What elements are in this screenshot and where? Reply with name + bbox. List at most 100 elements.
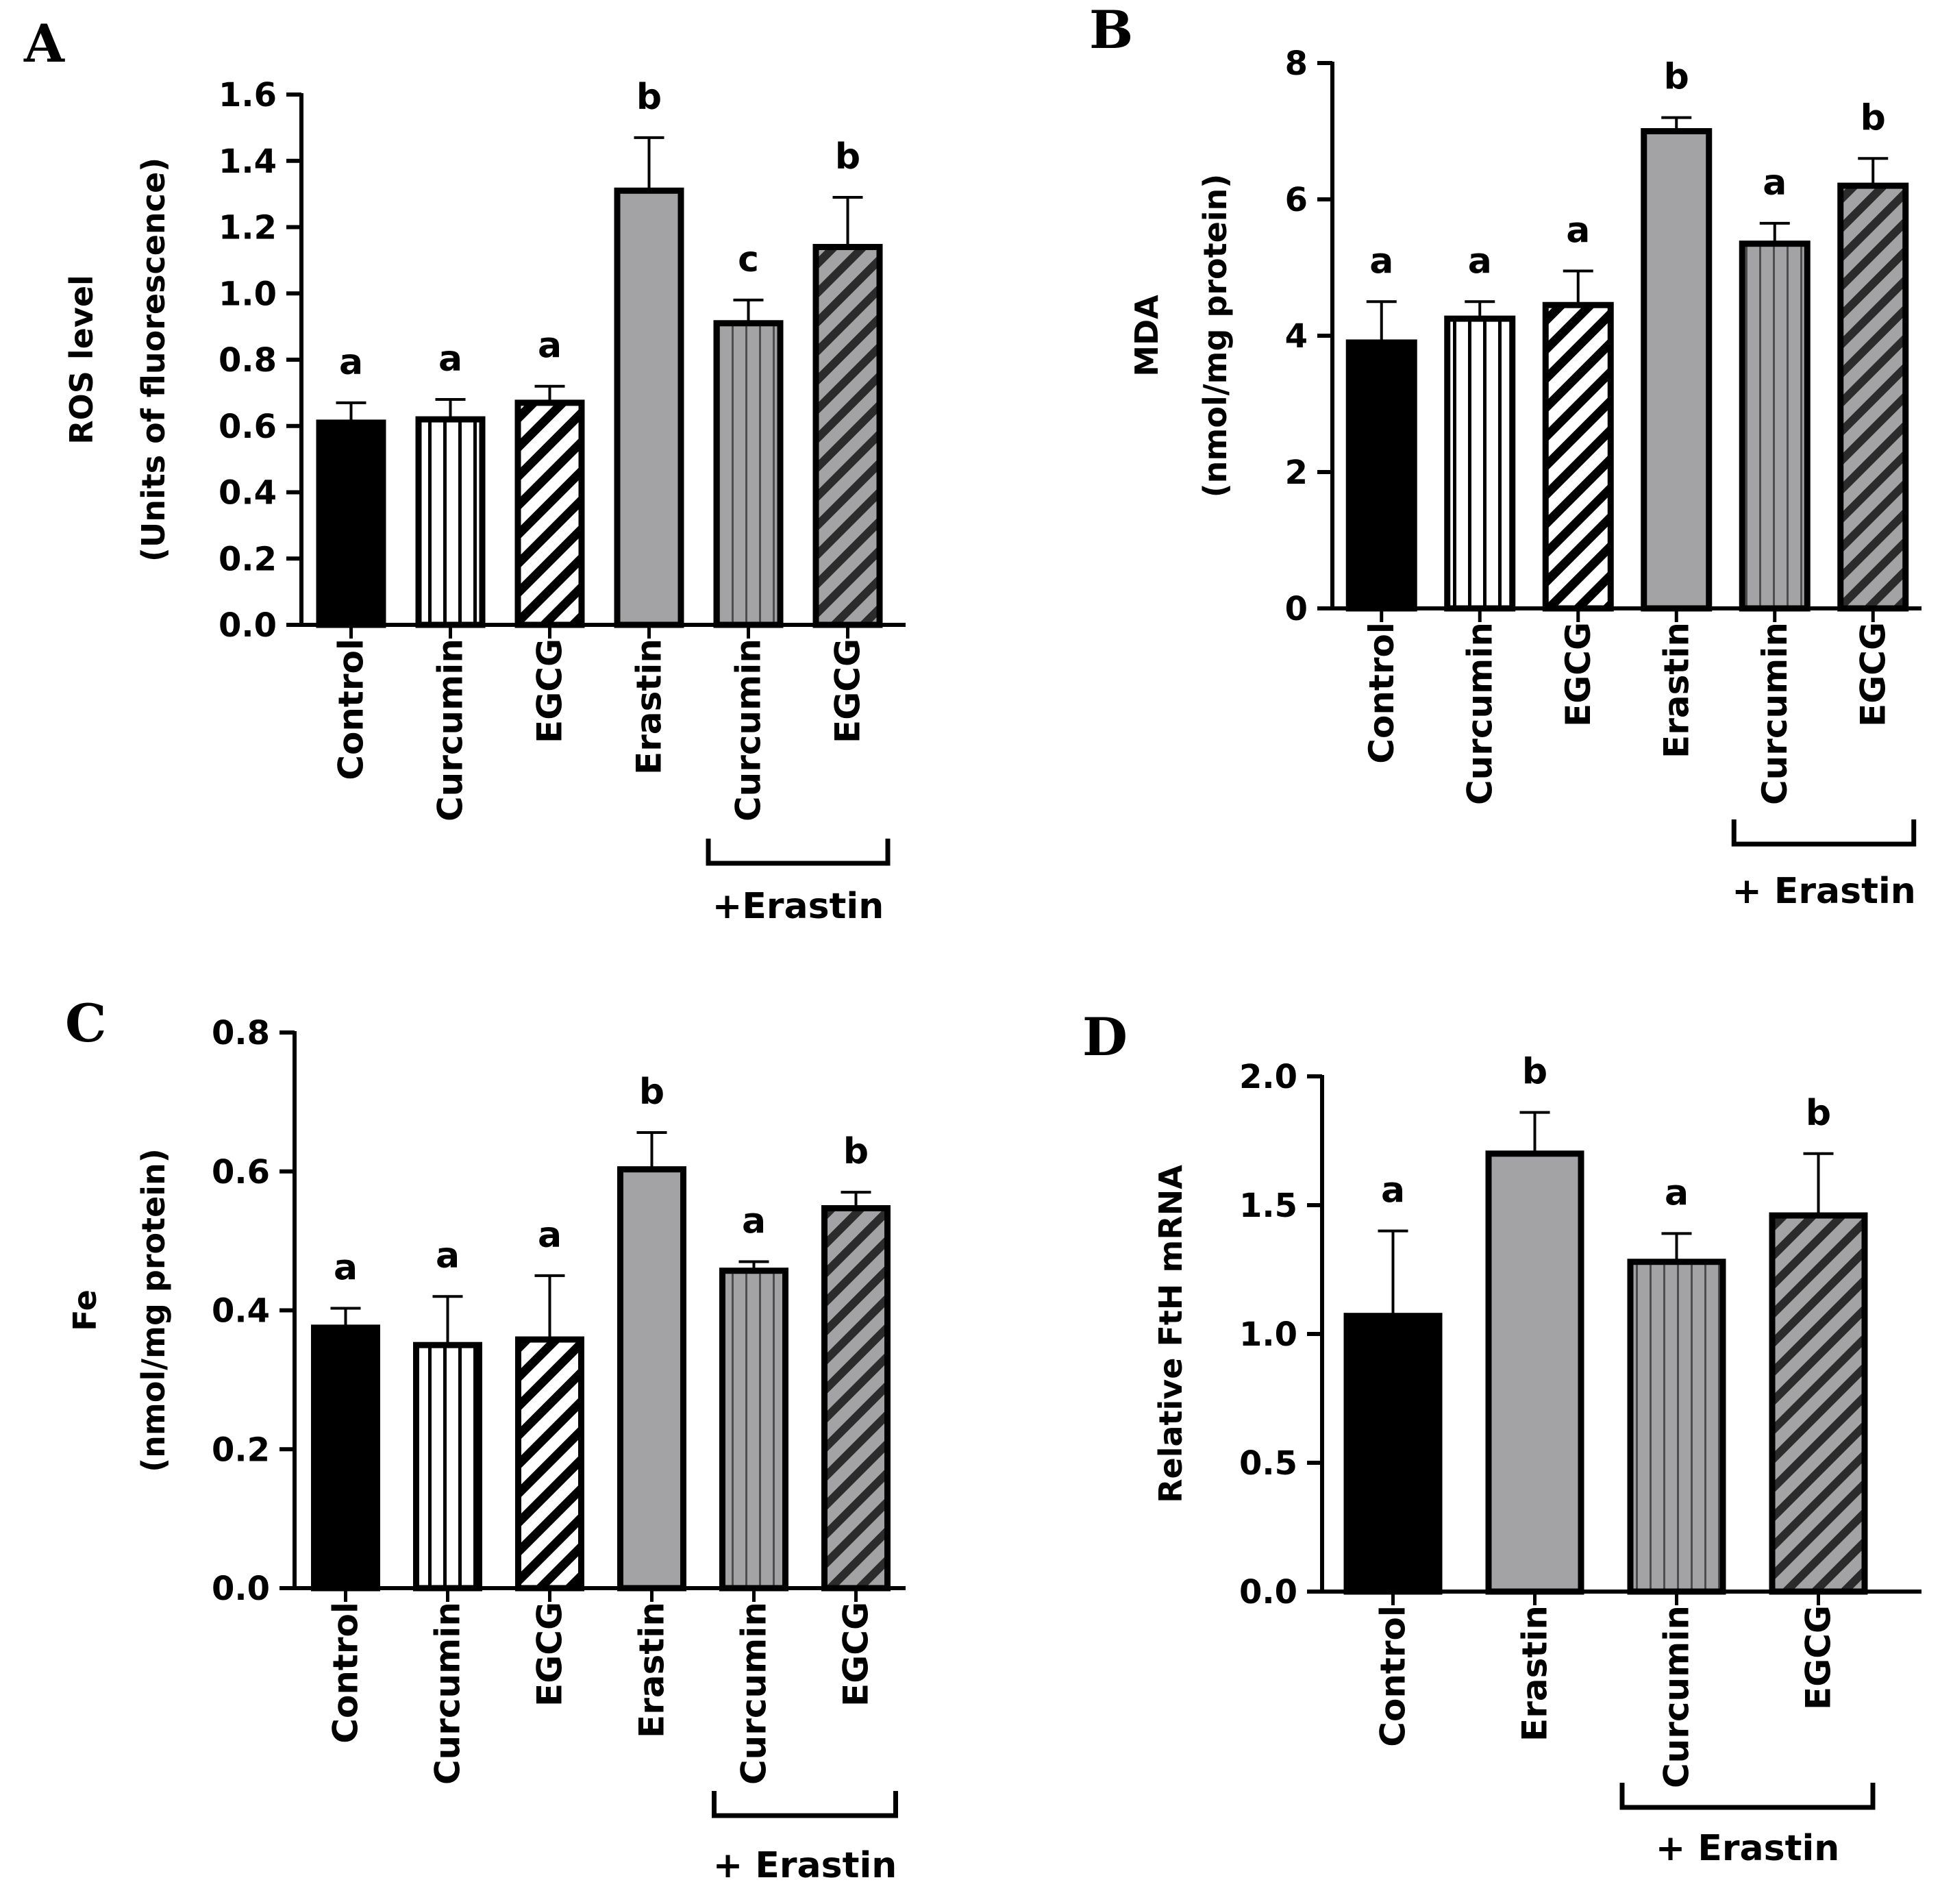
panel-a-category-label-1: Control bbox=[332, 639, 371, 780]
panel-a-bar-6-egcg bbox=[812, 244, 883, 628]
panel-c-bar-3-egcg bbox=[515, 1336, 584, 1592]
panel-c-bar-1-control bbox=[311, 1324, 380, 1592]
panel-c-y-tick-label: 0.2 bbox=[212, 1431, 270, 1469]
panel-b-category-label-4: Erastin bbox=[1656, 622, 1696, 758]
panel-d-category-label-3: Curcumin bbox=[1657, 1605, 1697, 1788]
panel-d-bar-4-egcg bbox=[1769, 1212, 1868, 1595]
panel-b-y-tick-label: 6 bbox=[1285, 181, 1308, 219]
panel-c-y-tick-label: 0.4 bbox=[212, 1292, 270, 1331]
panel-d-category-label-1: Control bbox=[1373, 1605, 1413, 1747]
panel-letter-a: A bbox=[23, 13, 65, 74]
panel-b-y-axis-subtitle: (nmol/mg protein) bbox=[1197, 174, 1234, 498]
panel-d-significance-4: b bbox=[1806, 1093, 1831, 1134]
panel-a-y-tick-label: 0.6 bbox=[219, 408, 277, 446]
panel-a-bar-2-curcumin bbox=[415, 416, 486, 628]
panel-c-significance-6: b bbox=[843, 1131, 869, 1172]
panel-d-significance-3: a bbox=[1665, 1172, 1689, 1213]
panel-c-chart: 0.0 0.2 0.4 0.6 0.8 Fe (nmol/mg protein) a Contr… bbox=[66, 1014, 906, 1886]
panel-c-significance-5: a bbox=[742, 1201, 766, 1242]
panel-a-significance-3: a bbox=[538, 325, 562, 367]
panel-a-y-tick-label: 0.8 bbox=[219, 341, 277, 380]
panel-d-y-axis-title: Relative FtH mRNA bbox=[1152, 1165, 1189, 1503]
panel-a-y-tick-label: 1.2 bbox=[219, 209, 277, 247]
panel-a-significance-6: b bbox=[835, 136, 860, 177]
panel-b-y-axis-title: MDA bbox=[1128, 295, 1165, 377]
panel-a-bar-5-curcumin bbox=[713, 320, 784, 628]
panel-b-y-tick-label: 4 bbox=[1285, 317, 1308, 356]
panel-d-y-tick-label: 2.0 bbox=[1239, 1058, 1297, 1096]
panel-d-chart: 0.0 0.5 1.0 1.5 2.0 Relative FtH mRNA a Control… bbox=[1152, 1052, 1921, 1869]
panel-c-category-label-1: Control bbox=[326, 1602, 366, 1744]
panel-b-y-tick-label: 0 bbox=[1285, 590, 1308, 628]
panel-b-bar-5-curcumin bbox=[1739, 240, 1811, 612]
panel-d-y-tick-label: 0.0 bbox=[1239, 1573, 1297, 1611]
panel-b-bar-3-egcg bbox=[1542, 301, 1614, 612]
panel-a-y-axis-title: ROS level bbox=[63, 275, 100, 445]
panel-a-category-label-5: Curcumin bbox=[729, 639, 769, 821]
panel-a-y-tick-label: 0.0 bbox=[219, 606, 277, 645]
panel-a-category-label-6: EGCG bbox=[828, 639, 868, 743]
panel-c-y-axis-subtitle: (nmol/mg protein) bbox=[135, 1148, 172, 1472]
panel-a-significance-5: c bbox=[738, 239, 759, 280]
panel-b-category-label-2: Curcumin bbox=[1460, 622, 1500, 805]
panel-c-group-label: + Erastin bbox=[713, 1845, 897, 1886]
panel-b-group-bracket bbox=[1731, 819, 1917, 847]
panel-d-significance-1: a bbox=[1381, 1170, 1405, 1211]
panel-d-group-label: + Erastin bbox=[1656, 1828, 1840, 1869]
panel-b-category-label-3: EGCG bbox=[1558, 622, 1598, 727]
panel-c-bar-6-egcg bbox=[821, 1204, 891, 1592]
panel-a-significance-1: a bbox=[339, 342, 363, 383]
panel-d-group-bracket bbox=[1619, 1783, 1876, 1810]
panel-a-y-tick-label: 1.0 bbox=[219, 275, 277, 313]
panel-a-chart: 0.0 0.2 0.4 0.6 0.8 1.0 1.2 1.4 1.6 ROS level (Uni… bbox=[63, 76, 906, 927]
panel-b-bar-4-erastin bbox=[1641, 128, 1713, 612]
panel-b-chart: 0 2 4 6 8 MDA (nmol/mg protein) a Control a Curcum… bbox=[1128, 45, 1921, 912]
panel-a-category-label-4: Erastin bbox=[630, 639, 669, 775]
panel-b-significance-1: a bbox=[1369, 240, 1393, 282]
panel-letter-c: C bbox=[65, 993, 107, 1054]
panel-b-y-tick-label: 2 bbox=[1285, 454, 1308, 492]
panel-a-y-tick-label: 1.6 bbox=[219, 76, 277, 114]
panel-d-category-label-4: EGCG bbox=[1799, 1605, 1839, 1710]
panel-c-category-label-5: Curcumin bbox=[734, 1602, 774, 1785]
panel-c-significance-4: b bbox=[639, 1072, 664, 1113]
panel-c-y-axis-title: Fe bbox=[66, 1289, 103, 1331]
panel-a-category-label-3: EGCG bbox=[530, 639, 570, 743]
panel-c-bar-4-erastin bbox=[617, 1166, 686, 1592]
panel-b-category-label-6: EGCG bbox=[1853, 622, 1893, 727]
panel-b-bar-1-control bbox=[1345, 339, 1417, 612]
panel-d-significance-2: b bbox=[1522, 1052, 1547, 1093]
panel-c-bar-2-curcumin bbox=[413, 1342, 482, 1592]
panel-d-category-label-2: Erastin bbox=[1515, 1605, 1555, 1742]
panel-c-category-label-3: EGCG bbox=[530, 1602, 570, 1707]
panel-b-significance-3: a bbox=[1566, 210, 1590, 251]
panel-a-y-tick-label: 1.4 bbox=[219, 143, 277, 181]
panel-c-bar-5-curcumin bbox=[719, 1268, 788, 1592]
panel-d-bar-2-erastin bbox=[1485, 1150, 1584, 1595]
panel-c-significance-2: a bbox=[436, 1235, 460, 1276]
panel-c-category-label-4: Erastin bbox=[632, 1602, 672, 1738]
panel-a-y-axis-subtitle: (Units of fluorescence) bbox=[135, 158, 172, 562]
panel-b-significance-5: a bbox=[1763, 162, 1787, 203]
panel-a-y-tick-label: 0.2 bbox=[219, 540, 277, 578]
panel-a-group-bracket bbox=[706, 839, 891, 866]
panel-b-category-label-5: Curcumin bbox=[1755, 622, 1795, 805]
panel-d-y-tick-label: 0.5 bbox=[1239, 1444, 1297, 1483]
panel-c-y-tick-label: 0.6 bbox=[212, 1153, 270, 1191]
panel-d-bar-3-curcumin bbox=[1627, 1259, 1726, 1595]
panel-a-bar-4-erastin bbox=[614, 187, 684, 628]
panel-a-bar-1-control bbox=[316, 419, 386, 628]
panel-c-category-label-6: EGCG bbox=[836, 1602, 876, 1707]
panel-b-significance-4: b bbox=[1664, 57, 1689, 98]
panel-b-significance-2: a bbox=[1468, 240, 1492, 282]
panel-b-category-label-1: Control bbox=[1362, 622, 1402, 764]
panel-c-significance-3: a bbox=[538, 1215, 562, 1256]
panel-c-y-tick-label: 0.0 bbox=[212, 1570, 270, 1608]
panel-a-bar-3-egcg bbox=[514, 399, 585, 628]
panel-c-y-tick-label: 0.8 bbox=[212, 1014, 270, 1052]
panel-c-group-bracket bbox=[712, 1791, 898, 1818]
panel-a-significance-2: a bbox=[438, 338, 462, 380]
panel-b-bar-6-egcg bbox=[1837, 182, 1909, 612]
panel-letter-b: B bbox=[1089, 0, 1133, 60]
